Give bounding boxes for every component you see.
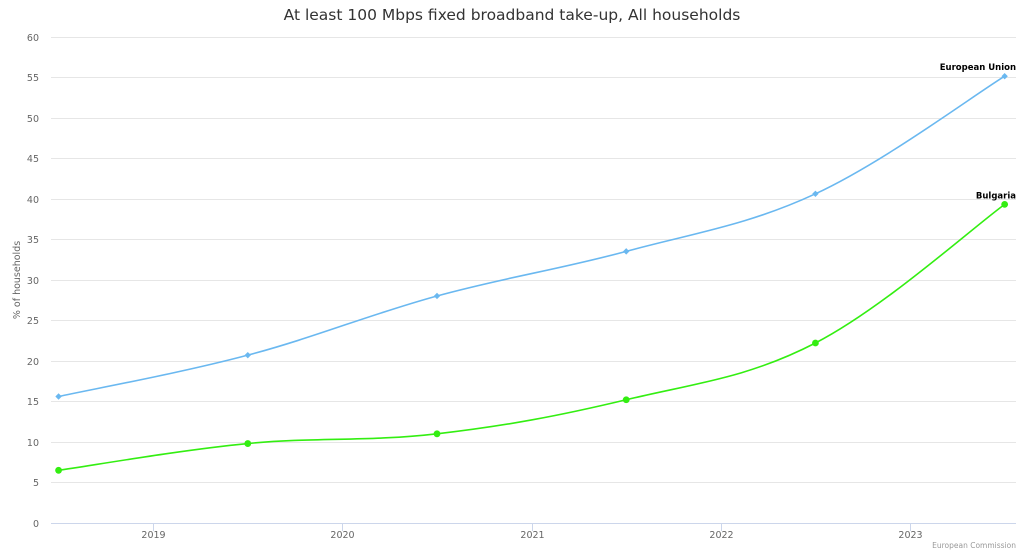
data-point-marker[interactable] [622,396,630,404]
y-tick-label: 15 [27,397,39,408]
y-axis-label: % of households [12,241,23,319]
credit-label[interactable]: European Commission [932,541,1016,550]
series-group: European Union Bulgaria [55,63,1016,474]
data-point-marker[interactable] [244,351,251,359]
data-point-marker[interactable] [433,430,441,438]
y-tick-label: 60 [27,33,39,44]
x-tick-label: 2020 [330,530,354,541]
x-tick-label: 2019 [141,530,165,541]
data-point-marker[interactable] [812,339,819,347]
series-line[interactable] [58,203,1006,472]
series-line[interactable] [58,75,1006,398]
y-tick-label: 25 [27,316,39,327]
y-tick-label: 40 [27,195,39,206]
x-tick-label: 2023 [898,530,922,541]
y-axis-ticks: 0 5 10 15 20 25 30 35 40 45 50 55 60 [27,33,39,530]
y-tick-label: 20 [27,357,39,368]
data-point-marker[interactable] [1001,73,1008,80]
x-tick-label: 2022 [709,530,733,541]
chart-title: At least 100 Mbps fixed broadband take-u… [284,6,741,24]
x-axis: 2019 2020 2021 2022 2023 [141,523,923,541]
y-tick-label: 10 [27,438,39,449]
y-tick-label: 50 [27,114,39,125]
series-european-union[interactable]: European Union [55,63,1016,400]
data-point-marker[interactable] [55,393,62,400]
y-tick-label: 35 [27,235,39,246]
y-tick-label: 30 [27,276,39,287]
data-point-marker[interactable] [623,248,630,255]
data-point-marker[interactable] [244,440,252,447]
y-tick-label: 55 [27,73,39,84]
gridlines [51,37,1016,524]
data-point-marker[interactable] [812,190,819,198]
series-bulgaria[interactable]: Bulgaria [55,191,1016,474]
data-point-marker[interactable] [55,466,62,474]
data-point-marker[interactable] [433,292,441,300]
series-end-label: European Union [940,63,1016,73]
y-tick-label: 45 [27,154,39,165]
data-point-marker[interactable] [1001,200,1009,208]
x-tick-label: 2021 [520,530,544,541]
y-tick-label: 0 [33,519,39,530]
series-end-label: Bulgaria [976,191,1016,201]
y-tick-label: 5 [33,478,39,489]
